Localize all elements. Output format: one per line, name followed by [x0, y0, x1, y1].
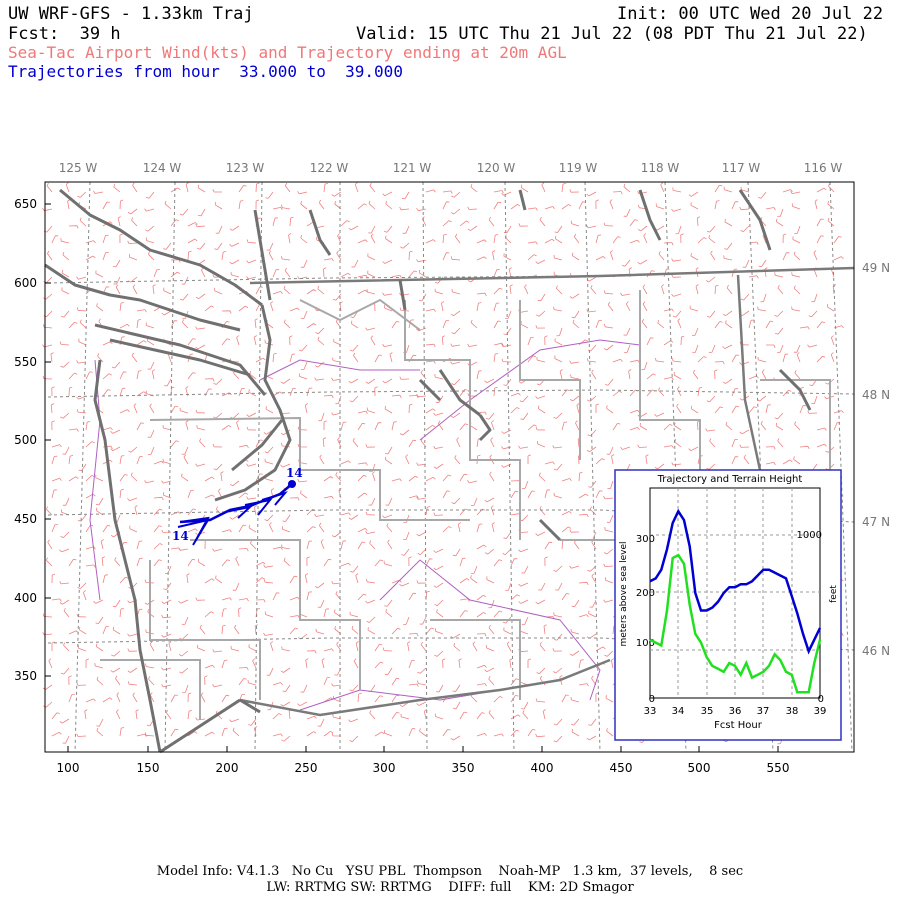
trajectory-arrows	[177, 491, 288, 546]
x-tick-label: 350	[452, 761, 475, 775]
lat-label: 48 N	[862, 388, 890, 402]
model-info-line2: LW: RRTMG SW: RRTMG DIFF: full KM: 2D Sm…	[266, 880, 634, 895]
lat-label: 47 N	[862, 515, 890, 529]
inset-frame	[614, 469, 842, 741]
valid-time: Valid: 15 UTC Thu 21 Jul 22 (08 PDT Thu …	[356, 24, 868, 44]
lat-label: 46 N	[862, 644, 890, 658]
trajectory-end-label: 14	[286, 466, 303, 480]
trajectory-endpoint	[288, 480, 296, 488]
inset-xlabel: Fcst Hour	[714, 720, 763, 731]
inset-ylabel-right: feet	[829, 585, 839, 603]
y-tick-label: 600	[14, 276, 37, 290]
lon-label: 123 W	[226, 161, 265, 175]
inset-x-tick: 36	[729, 706, 742, 717]
lon-label: 117 W	[722, 161, 761, 175]
inset-series	[649, 508, 822, 694]
inset-right-tick: 1000	[797, 530, 822, 541]
y-tick-label: 350	[14, 669, 37, 683]
init-time: Init: 00 UTC Wed 20 Jul 22	[617, 4, 884, 24]
y-tick-label: 450	[14, 512, 37, 526]
model-info-line1: Model Info: V4.1.3 No Cu YSU PBL Thompso…	[156, 864, 744, 879]
x-grid-labels: 100 150 200 250 300 350 400 450 500 550	[57, 761, 790, 775]
y-ticks	[45, 203, 51, 677]
y-tick-label: 400	[14, 591, 37, 605]
y-tick-label: 500	[14, 433, 37, 447]
trajectory-start-label: 14	[172, 529, 189, 543]
inset-chart: Trajectory and Terrain Height 300 200 10…	[614, 469, 842, 741]
x-tick-label: 100	[57, 761, 80, 775]
inset-left-ticks: 300 200 100 0	[636, 534, 655, 705]
inset-x-tick: 39	[814, 706, 827, 717]
trajectory-range: Trajectories from hour 33.000 to 39.000	[8, 62, 403, 81]
lon-label: 119 W	[559, 161, 598, 175]
lat-label: 49 N	[862, 261, 890, 275]
inset-x-ticks: 33 34 35 36 37 38 39	[644, 706, 827, 717]
inset-grid	[650, 488, 820, 698]
coastline	[44, 188, 812, 754]
trajectory-path	[179, 483, 293, 524]
wind-barb-field	[42, 182, 844, 745]
model-title: UW WRF-GFS - 1.33km Traj	[8, 4, 254, 24]
x-tick-label: 300	[373, 761, 396, 775]
lat-line-49n	[47, 267, 855, 284]
inset-left-tick: 100	[636, 638, 655, 649]
map-frame	[44, 181, 855, 753]
x-tick-label: 400	[531, 761, 554, 775]
x-tick-label: 450	[610, 761, 633, 775]
terrain-height-line	[649, 553, 822, 694]
inset-left-tick: 200	[636, 588, 655, 599]
wind-barbs	[42, 182, 844, 745]
x-ticks	[67, 746, 779, 752]
inset-x-tick: 37	[757, 706, 770, 717]
lat-line-48n	[47, 389, 855, 398]
inset-x-tick: 38	[786, 706, 799, 717]
lon-label: 125 W	[59, 161, 98, 175]
product-title: Sea-Tac Airport Wind(kts) and Trajectory…	[8, 43, 567, 62]
inset-x-tick: 35	[701, 706, 714, 717]
forecast-hour: Fcst: 39 h	[8, 24, 121, 44]
lon-label: 122 W	[310, 161, 349, 175]
lon-label: 124 W	[143, 161, 182, 175]
latitude-labels: 49 N 48 N 47 N 46 N	[862, 261, 890, 658]
x-tick-label: 550	[767, 761, 790, 775]
y-grid-labels: 650 600 550 500 450 400 350	[14, 197, 37, 683]
x-tick-label: 250	[295, 761, 318, 775]
x-tick-label: 150	[137, 761, 160, 775]
longitude-labels: 125 W 124 W 123 W 122 W 121 W 120 W 119 …	[59, 161, 843, 175]
x-tick-label: 500	[688, 761, 711, 775]
y-tick-label: 550	[14, 355, 37, 369]
inset-right-tick: 0	[818, 694, 824, 705]
inset-right-ticks: 1000 0	[797, 530, 824, 705]
lon-label: 118 W	[641, 161, 680, 175]
inset-x-tick: 34	[672, 706, 685, 717]
lon-label: 116 W	[804, 161, 843, 175]
x-tick-label: 200	[216, 761, 239, 775]
y-tick-label: 650	[14, 197, 37, 211]
inset-title: Trajectory and Terrain Height	[657, 474, 803, 485]
inset-ylabel-left: meters above sea level	[619, 541, 629, 646]
inset-left-tick: 0	[649, 694, 655, 705]
lon-label: 121 W	[393, 161, 432, 175]
rivers	[89, 339, 641, 711]
trajectory: 14 14	[172, 466, 303, 546]
inset-left-tick: 300	[636, 534, 655, 545]
lon-label: 120 W	[477, 161, 516, 175]
trajectory-height-line	[649, 508, 822, 655]
inset-x-tick: 33	[644, 706, 657, 717]
